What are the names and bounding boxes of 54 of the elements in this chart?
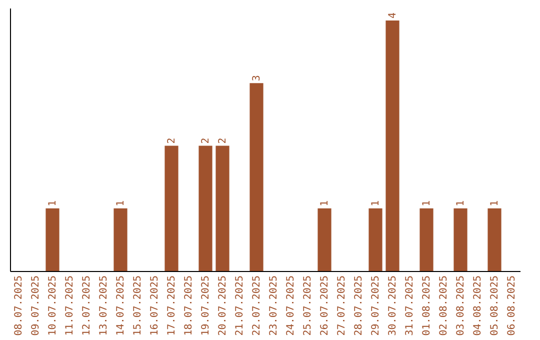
bar: [454, 208, 468, 271]
bar: [46, 208, 60, 271]
x-tick-label: 11.07.2025: [64, 276, 76, 336]
bar: [114, 208, 128, 271]
x-tick-label: 17.07.2025: [166, 276, 178, 336]
x-tick-label: 26.07.2025: [320, 276, 330, 336]
data-label: 1: [490, 200, 500, 206]
x-tick-label: 16.07.2025: [150, 276, 160, 336]
data-label: 1: [48, 200, 58, 206]
x-tick-label: 30.07.2025: [388, 276, 398, 336]
data-label: 2: [200, 138, 212, 144]
x-tick-label: 19.07.2025: [200, 276, 212, 336]
x-tick-label: 09.07.2025: [30, 276, 42, 336]
data-label: 2: [218, 138, 228, 144]
bar: [488, 208, 502, 271]
data-label: 1: [320, 200, 330, 206]
x-tick-label: 24.07.2025: [286, 276, 296, 336]
x-tick-label: 05.08.2025: [490, 276, 500, 336]
x-tick-label: 31.07.2025: [404, 276, 416, 336]
x-tick-label: 29.07.2025: [370, 276, 382, 336]
bar: [368, 208, 382, 271]
bar: [318, 208, 332, 271]
x-tick-label: 06.08.2025: [506, 276, 518, 336]
x-tick-label: 02.08.2025: [438, 276, 450, 336]
data-label: 1: [422, 200, 432, 206]
x-tick-label: 14.07.2025: [116, 276, 126, 336]
x-tick-label: 20.07.2025: [218, 276, 228, 336]
data-label: 1: [116, 200, 126, 206]
data-label: 3: [252, 75, 262, 82]
data-label: 4: [388, 12, 398, 19]
x-tick-label: 22.07.2025: [252, 276, 262, 336]
data-label: 1: [370, 200, 382, 206]
x-tick-label: 04.08.2025: [472, 276, 484, 336]
data-label: 1: [456, 200, 466, 206]
x-tick-label: 21.07.2025: [234, 276, 246, 336]
bar: [164, 146, 178, 271]
bar: [216, 146, 230, 271]
bar: [198, 146, 212, 271]
x-tick-label: 27.07.2025: [336, 276, 348, 336]
x-tick-label: 01.08.2025: [422, 276, 432, 336]
bar: [250, 83, 264, 271]
x-tick-label: 15.07.2025: [132, 276, 144, 336]
x-tick-label: 03.08.2025: [456, 276, 466, 336]
bar: [420, 208, 434, 271]
x-tick-label: 23.07.2025: [268, 276, 280, 336]
x-tick-label: 28.07.2025: [354, 276, 364, 336]
x-tick-label: 12.07.2025: [82, 276, 92, 336]
x-tick-label: 13.07.2025: [98, 276, 110, 336]
x-tick-label: 18.07.2025: [184, 276, 194, 336]
bar: [386, 20, 400, 271]
x-tick-label: 10.07.2025: [48, 276, 58, 336]
x-tick-label: 08.07.2025: [14, 276, 24, 336]
x-tick-label: 25.07.2025: [302, 276, 314, 336]
data-label: 2: [166, 138, 178, 144]
